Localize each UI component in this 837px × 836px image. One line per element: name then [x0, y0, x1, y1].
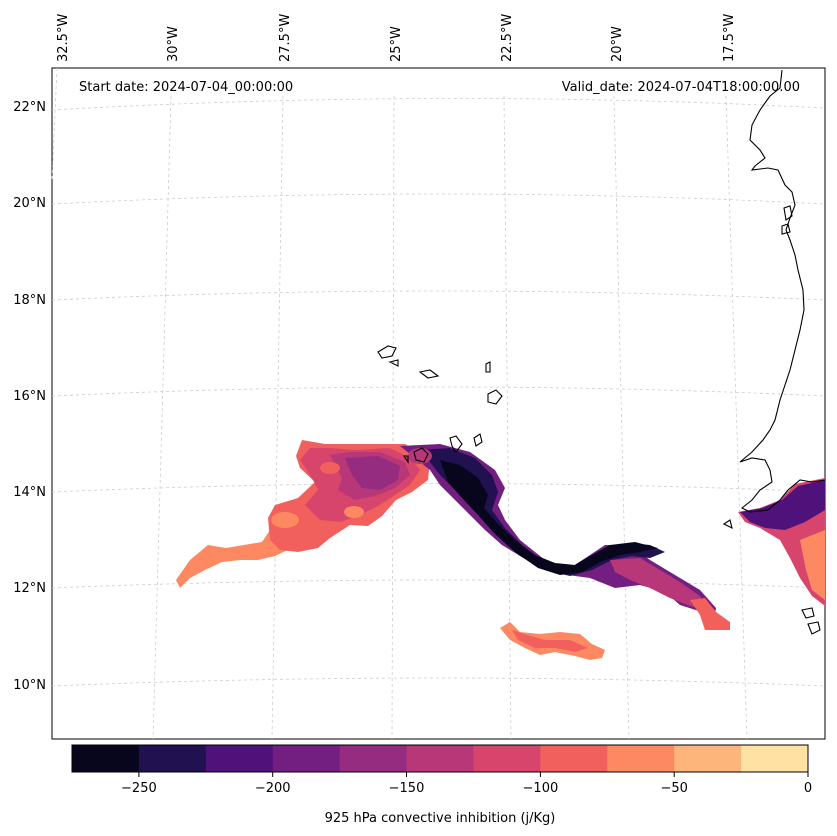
lon-label-20w: 20°W: [610, 26, 625, 62]
cin-region-south-inner: [512, 630, 588, 652]
map-frame: [51, 67, 826, 740]
cin-region-band-light: [610, 558, 710, 612]
cin-region-east-dark: [740, 480, 825, 530]
lon-label-30w: 30°W: [166, 26, 181, 62]
colorbar-tick-label: −50: [660, 781, 687, 796]
colorbar-segment: [339, 745, 408, 772]
cin-region-band-core: [420, 448, 665, 576]
cin-spot-island: [408, 448, 432, 464]
coastlines: [377, 69, 826, 635]
colorbar-tick-label: −250: [121, 781, 157, 796]
colorbar-segment: [473, 745, 541, 772]
cin-spot-light: [271, 512, 299, 528]
lon-label-27-5w: 27.5°W: [278, 14, 293, 62]
lon-label-17-5w: 17.5°W: [722, 14, 737, 62]
colorbar-tick-label: 0: [804, 781, 812, 796]
colorbar-segment: [406, 745, 474, 772]
colorbar-segment: [741, 745, 809, 772]
africa-coastline: [739, 69, 826, 513]
colorbar-segment: [272, 745, 341, 772]
colorbar-segments: [72, 745, 809, 772]
lat-label-22n: 22°N: [13, 100, 46, 115]
colorbar-segment: [205, 745, 274, 772]
start-date-label: Start date: 2024-07-04_00:00:00: [79, 80, 293, 95]
cin-field: [176, 440, 825, 660]
lat-label-14n: 14°N: [13, 485, 46, 500]
colorbar: −250 −200 −150 −100 −50 0 925 hPa convec…: [71, 744, 812, 826]
colorbar-segment: [138, 745, 207, 772]
cin-spot-light-2: [344, 506, 364, 518]
colorbar-tick-label: −150: [389, 781, 425, 796]
lat-label-10n: 10°N: [13, 678, 46, 693]
colorbar-outline: [71, 744, 809, 773]
lon-label-25w: 25°W: [389, 26, 404, 62]
cin-region-west-core: [345, 456, 400, 490]
colorbar-segment: [607, 745, 675, 772]
lon-label-22-5w: 22.5°W: [500, 14, 515, 62]
lat-label-16n: 16°N: [13, 389, 46, 404]
cin-region-west-tail: [176, 525, 300, 588]
lat-label-18n: 18°N: [13, 293, 46, 308]
cin-region-band-tail: [690, 598, 730, 630]
colorbar-segment: [540, 745, 608, 772]
cin-region-band-black: [440, 460, 658, 575]
colorbar-segment: [674, 745, 742, 772]
islands-offshore-small: [722, 205, 821, 635]
colorbar-tick-label: −100: [523, 781, 559, 796]
lat-label-20n: 20°N: [13, 196, 46, 211]
colorbar-label: 925 hPa convective inhibition (j/Kg): [325, 811, 556, 826]
colorbar-ticks: [138, 772, 809, 777]
cin-spot-mid: [320, 462, 340, 474]
longitude-labels: 32.5°W 30°W 27.5°W 25°W 22.5°W 20°W 17.5…: [56, 14, 737, 62]
latitude-labels: 22°N 20°N 18°N 16°N 14°N 12°N 10°N: [13, 100, 46, 693]
colorbar-tick-label: −200: [255, 781, 291, 796]
islands-cape-verde: [377, 345, 503, 464]
valid-date-label: Valid_date: 2024-07-04T18:00:00.00: [562, 80, 800, 95]
cin-region-east-light: [800, 530, 825, 600]
lat-label-12n: 12°N: [13, 581, 46, 596]
colorbar-segment: [72, 745, 140, 772]
lon-label-32-5w: 32.5°W: [56, 14, 71, 62]
